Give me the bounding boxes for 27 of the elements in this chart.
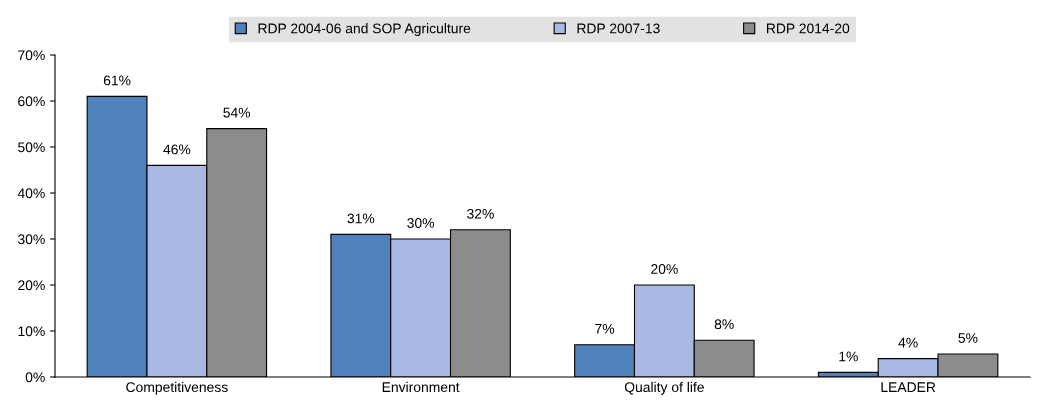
data-label: 46% <box>163 144 191 155</box>
x-tick-label: Environment <box>382 381 460 393</box>
data-label: 1% <box>839 351 858 362</box>
data-label: 32% <box>467 208 494 219</box>
y-tick-label: 60% <box>18 96 45 107</box>
y-tick-label: 70% <box>18 50 45 61</box>
x-tick-label: Quality of life <box>624 381 704 395</box>
y-tick-label: 50% <box>18 142 45 153</box>
data-label: 7% <box>595 323 615 334</box>
data-label: 20% <box>651 264 678 274</box>
x-tick-label: Competitiveness <box>126 381 228 395</box>
y-tick-label: 0% <box>25 372 45 383</box>
legend-label: RDP 2007-13 <box>577 23 660 34</box>
y-tick-label: 10% <box>18 326 45 337</box>
data-label: 30% <box>407 218 435 228</box>
data-label: 31% <box>347 213 375 224</box>
y-tick-label: 20% <box>18 280 45 291</box>
data-label: 54% <box>223 107 251 118</box>
data-label: 8% <box>714 319 734 330</box>
data-label: 4% <box>898 337 918 348</box>
y-tick-label: 40% <box>17 188 45 199</box>
data-label: 5% <box>958 333 978 343</box>
y-tick-label: 30% <box>18 234 45 245</box>
x-tick-label: LEADER <box>881 382 936 392</box>
legend-label: RDP 2014-20 <box>766 23 850 34</box>
data-label: 61% <box>103 75 131 86</box>
legend-label: RDP 2004-06 and SOP Agriculture <box>258 23 471 37</box>
